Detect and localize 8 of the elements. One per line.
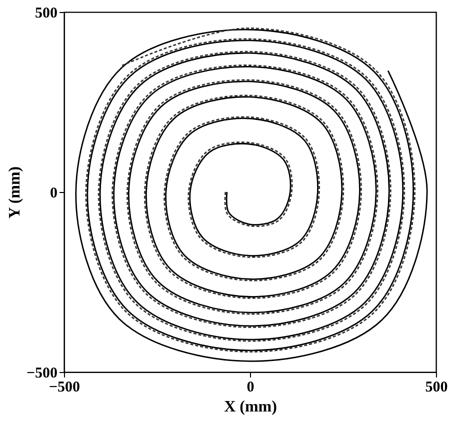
- y-tick-label: −500: [26, 366, 58, 382]
- y-tick-label: 0: [50, 186, 58, 202]
- x-axis-title: X (mm): [224, 398, 277, 416]
- y-axis-title: Y (mm): [6, 166, 24, 219]
- x-tick-label: −500: [48, 380, 80, 396]
- x-tick-label: 500: [425, 380, 448, 396]
- y-tick-label: 500: [35, 6, 58, 22]
- x-tick-label: 0: [246, 380, 254, 396]
